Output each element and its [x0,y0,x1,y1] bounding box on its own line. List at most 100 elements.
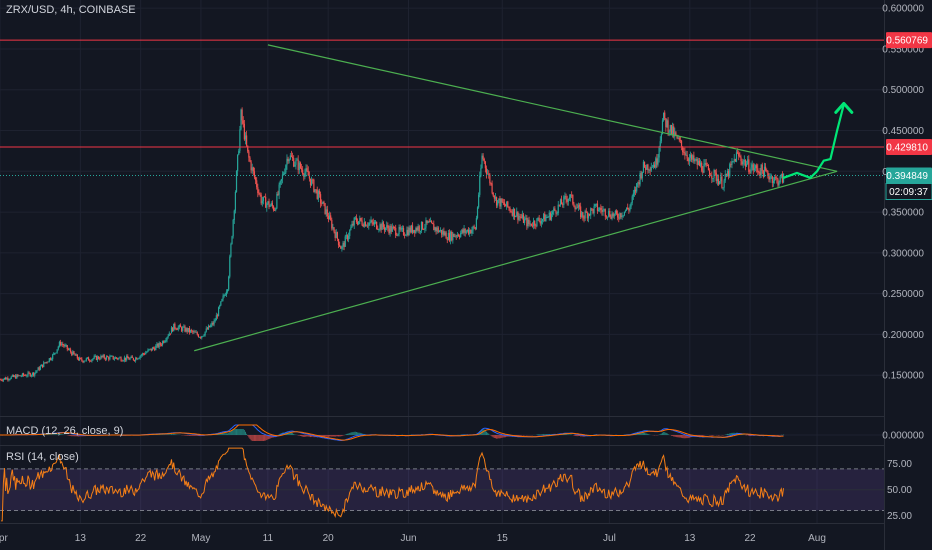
candle-body[interactable] [345,235,347,237]
candle-body[interactable] [770,176,772,178]
candle-body[interactable] [510,211,512,212]
candle-body[interactable] [68,349,71,351]
candle-body[interactable] [407,229,409,236]
candle-body[interactable] [393,227,396,228]
candle-body[interactable] [38,367,40,370]
candle-body[interactable] [300,168,303,170]
candle-body[interactable] [564,196,566,197]
candle-body[interactable] [410,225,412,233]
candle-body[interactable] [3,377,6,380]
candle-body[interactable] [149,348,151,350]
candle-body[interactable] [537,218,539,219]
candle-body[interactable] [319,194,322,204]
candle-body[interactable] [110,355,112,357]
candle-body[interactable] [228,276,230,290]
candle-body[interactable] [745,163,748,167]
candle-body[interactable] [234,192,236,211]
candle-body[interactable] [756,165,758,169]
candle-body[interactable] [241,109,243,121]
candle-body[interactable] [714,169,716,173]
candle-body[interactable] [777,179,779,186]
candle-body[interactable] [112,355,114,360]
candle-body[interactable] [222,295,224,300]
candle-body[interactable] [530,223,532,226]
candle-body[interactable] [762,170,764,177]
candle-body[interactable] [603,209,605,211]
candle-body[interactable] [9,378,11,380]
candle-body[interactable] [778,182,780,186]
candle-body[interactable] [544,213,546,222]
candle-body[interactable] [687,158,689,162]
candle-body[interactable] [229,256,231,277]
candle-body[interactable] [50,359,53,360]
candle-body[interactable] [656,158,658,165]
candle-body[interactable] [661,120,664,135]
candle-body[interactable] [578,205,581,207]
candle-body[interactable] [567,198,569,202]
candle-body[interactable] [80,357,82,359]
candle-body[interactable] [1,380,3,381]
candle-body[interactable] [232,219,234,237]
candle-body[interactable] [331,219,333,229]
candle-body[interactable] [601,209,603,212]
candle-body[interactable] [244,135,247,140]
candle-body[interactable] [294,164,296,167]
candle-body[interactable] [563,196,565,205]
candle-body[interactable] [211,322,213,326]
candle-body[interactable] [723,180,725,188]
candle-body[interactable] [266,203,268,208]
candle-body[interactable] [622,215,624,217]
candle-body[interactable] [309,178,312,186]
candle-body[interactable] [278,184,280,195]
candle-body[interactable] [197,334,200,338]
candle-body[interactable] [114,357,117,359]
candle-body[interactable] [169,333,171,335]
candle-body[interactable] [18,375,20,377]
candle-body[interactable] [769,177,771,180]
candle-body[interactable] [669,124,671,132]
candle-body[interactable] [70,349,72,353]
candle-body[interactable] [647,164,649,171]
candle-body[interactable] [327,215,330,220]
candle-body[interactable] [437,227,439,233]
candle-body[interactable] [476,207,479,219]
candle-body[interactable] [775,177,777,179]
candle-body[interactable] [74,353,76,356]
candle-body[interactable] [104,358,106,360]
candle-body[interactable] [317,191,319,199]
candle-body[interactable] [48,358,50,362]
candle-body[interactable] [749,171,751,173]
candle-body[interactable] [66,345,68,350]
candle-body[interactable] [584,211,586,219]
candle-body[interactable] [657,157,659,165]
candle-body[interactable] [402,228,405,235]
candle-body[interactable] [441,229,443,235]
candle-body[interactable] [717,178,720,185]
candle-body[interactable] [46,361,48,363]
candle-body[interactable] [288,159,290,162]
candle-body[interactable] [223,295,225,297]
projection-arrow-path[interactable] [782,103,845,179]
candle-body[interactable] [560,199,563,205]
candle-body[interactable] [483,158,485,162]
candle-body[interactable] [132,357,134,361]
candle-body[interactable] [210,325,212,328]
candle-body[interactable] [271,203,273,207]
candle-body[interactable] [689,154,692,158]
candle-body[interactable] [379,224,381,230]
candle-body[interactable] [351,223,353,228]
candle-body[interactable] [93,356,95,359]
candle-body[interactable] [434,227,436,231]
candle-body[interactable] [503,202,506,206]
candle-body[interactable] [146,351,148,353]
candle-body[interactable] [571,194,573,196]
candle-body[interactable] [148,349,150,351]
candle-body[interactable] [447,232,449,241]
candle-body[interactable] [47,361,49,363]
candle-body[interactable] [183,326,185,328]
candle-body[interactable] [596,203,599,211]
candle-body[interactable] [524,218,526,223]
candle-body[interactable] [339,245,341,247]
candle-body[interactable] [34,372,36,376]
candle-body[interactable] [419,230,421,232]
